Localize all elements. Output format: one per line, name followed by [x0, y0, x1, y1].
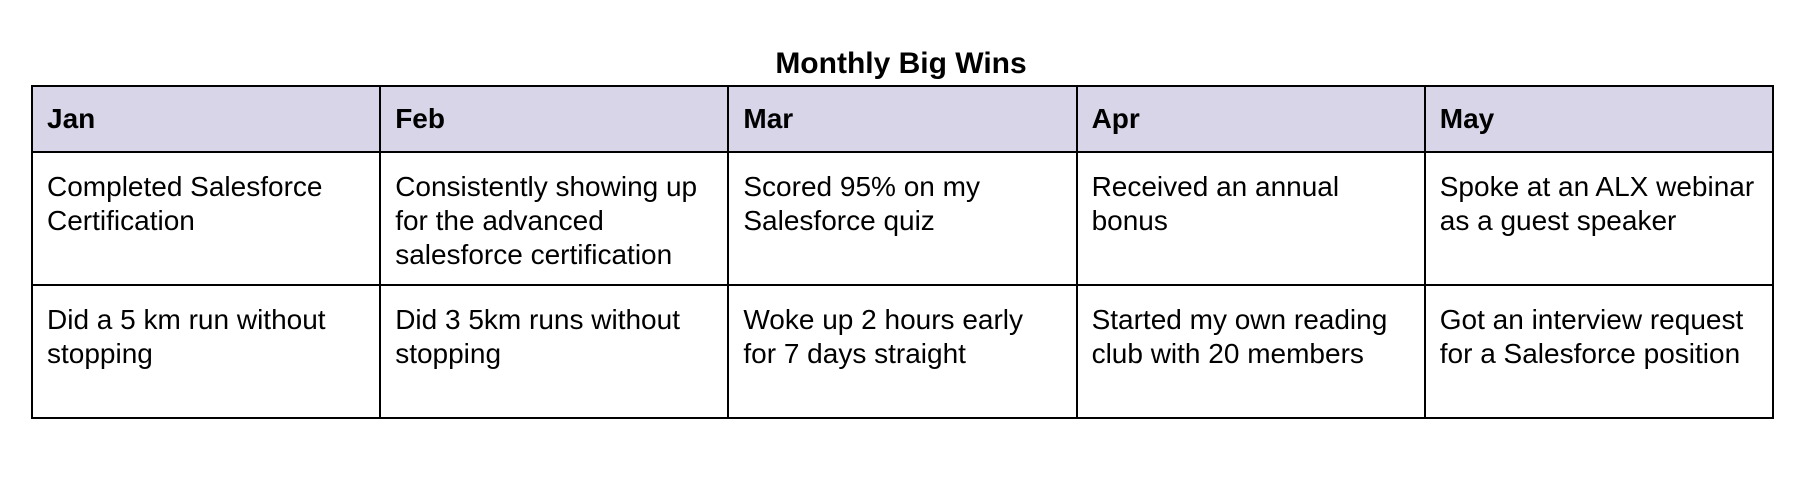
column-header-mar: Mar — [727, 85, 1078, 153]
table-cell: Consistently showing up for the advanced… — [379, 151, 730, 286]
column-header-feb: Feb — [379, 85, 730, 153]
table-cell: Started my own reading club with 20 memb… — [1075, 284, 1426, 419]
table-cell: Woke up 2 hours early for 7 days straigh… — [727, 284, 1078, 419]
table-cell: Spoke at an ALX webinar as a guest speak… — [1423, 151, 1775, 286]
table-row: Completed Salesforce Certification Consi… — [30, 151, 1775, 286]
table-row: Did a 5 km run without stopping Did 3 5k… — [30, 284, 1775, 419]
table-cell: Got an interview request for a Salesforc… — [1423, 284, 1775, 419]
table-cell: Scored 95% on my Salesforce quiz — [727, 151, 1078, 286]
table-cell: Completed Salesforce Certification — [30, 151, 382, 286]
monthly-wins-table: Jan Feb Mar Apr May Completed Salesforce… — [30, 85, 1775, 419]
column-header-jan: Jan — [30, 85, 382, 153]
column-header-may: May — [1423, 85, 1775, 153]
table-title: Monthly Big Wins — [775, 47, 1027, 80]
table-cell: Did a 5 km run without stopping — [30, 284, 382, 419]
table-header-row: Jan Feb Mar Apr May — [30, 85, 1775, 153]
table-cell: Received an annual bonus — [1075, 151, 1426, 286]
table-cell: Did 3 5km runs without stopping — [379, 284, 730, 419]
column-header-apr: Apr — [1075, 85, 1426, 153]
